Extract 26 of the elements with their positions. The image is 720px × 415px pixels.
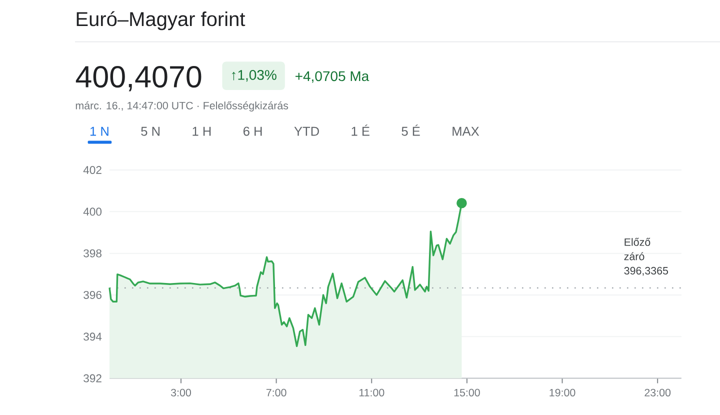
chart-subtitle: márc. 16., 14:47:00 UTC · Felelősségkizárás: [76, 101, 288, 112]
text: 1 H: [192, 126, 211, 136]
text: 1 É: [352, 124, 370, 136]
text: 6 H: [244, 126, 262, 136]
y-tick-label: 396: [84, 290, 102, 299]
ref-line-label: Előző záró 396,3365: [624, 238, 668, 276]
text: 400,4070: [76, 66, 202, 92]
x-tick-label: 11:00: [359, 388, 384, 396]
x-tick-label: 23:00: [644, 388, 671, 396]
y-tick-label: 398: [84, 249, 102, 258]
chart-title: Euró–Magyar forint: [76, 11, 246, 30]
text: 1 N: [90, 126, 108, 136]
y-tick-label: 394: [84, 332, 102, 341]
x-tick-label: 19:00: [550, 388, 576, 396]
text: MAX: [452, 126, 480, 136]
text: 5 É: [402, 124, 420, 136]
text: 5 N: [141, 126, 160, 136]
y-tick-label: 400: [83, 208, 102, 216]
y-tick-label: 402: [83, 166, 102, 174]
x-tick-label: 7:00: [266, 388, 286, 396]
text: +4,0705 Ma: [296, 71, 370, 83]
text: ↑1,03%: [232, 70, 276, 82]
text: YTD: [294, 126, 319, 136]
x-tick-label: 3:00: [170, 388, 191, 396]
x-tick-label: 15:00: [454, 388, 480, 396]
y-tick-label: 392: [84, 374, 102, 382]
